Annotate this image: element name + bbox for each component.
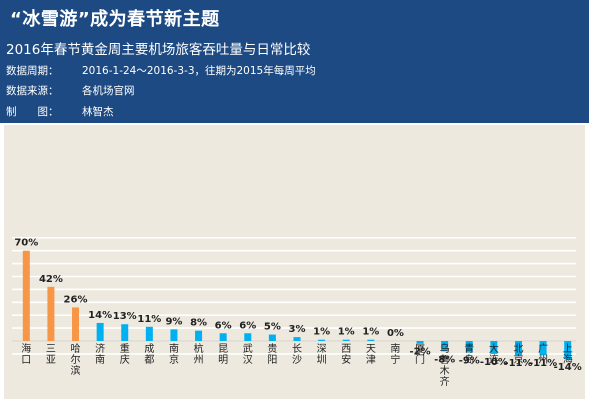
data-label-成都: 11%: [137, 314, 161, 325]
meta-period-value: 2016-1-24～2016-3-3，往期为2015年每周平均: [82, 65, 316, 77]
meta-author: 制 图： 林智杰: [6, 104, 114, 119]
category-label-南宁: 南宁: [390, 342, 400, 366]
meta-source: 数据来源： 各机场官网: [6, 83, 135, 98]
data-label-三亚: 42%: [39, 274, 63, 285]
bar-哈尔滨: [72, 307, 80, 341]
category-label-厦门: 厦门: [415, 343, 425, 366]
bar-南京: [170, 329, 178, 341]
category-label-广州: 广州: [538, 343, 548, 366]
bar-西安: [342, 339, 350, 341]
data-label-上海: -14%: [554, 362, 582, 373]
data-label-哈尔滨: 26%: [64, 294, 88, 305]
bar-济南: [96, 322, 104, 341]
data-label-南京: 9%: [165, 316, 182, 327]
category-label-哈尔滨: 哈尔滨: [71, 342, 81, 377]
bar-三亚: [47, 286, 55, 341]
data-label-海口: 70%: [14, 238, 38, 249]
category-label-昆明: 昆明: [218, 343, 228, 366]
data-label-杭州: 8%: [190, 318, 207, 329]
bar-上海: [564, 341, 572, 360]
bar-深圳: [318, 339, 326, 341]
bar-青岛: [465, 341, 473, 353]
data-label-广州: -11%: [529, 358, 557, 369]
bar-广州: [539, 341, 547, 356]
bar-chart: 70% 海口 42% 三亚 26% 哈尔滨 14% 济南 13% 重庆 11% 成都 9% 南京 8% 杭州 6…: [12, 237, 582, 388]
category-label-重庆: 重庆: [120, 342, 130, 366]
category-label-长沙: 长沙: [292, 343, 302, 366]
data-label-青岛: -9%: [459, 356, 480, 367]
data-label-天津: 1%: [362, 327, 379, 338]
data-label-济南: 14%: [88, 310, 112, 321]
data-label-武汉: 6%: [239, 320, 256, 331]
category-label-西安: 西安: [341, 344, 351, 366]
data-label-乌鲁木齐: -8%: [434, 354, 455, 365]
category-label-青岛: 青岛: [464, 342, 474, 366]
category-label-贵阳: 贵阳: [267, 342, 277, 366]
bar-昆明: [219, 333, 227, 341]
meta-period-label: 数据周期：: [6, 65, 59, 77]
chart-header: “冰雪游”成为春节新主题 2016年春节黄金周主要机场旅客吞吐量与日常比较 数据…: [0, 0, 589, 123]
bar-杭州: [195, 330, 203, 341]
category-label-大连: 大连: [489, 342, 499, 366]
category-label-上海: 上海: [563, 343, 573, 366]
bar-贵阳: [268, 334, 276, 341]
chart-subtitle: 2016年春节黄金周主要机场旅客吞吐量与日常比较: [6, 42, 311, 58]
category-label-海口: 海口: [21, 342, 31, 366]
data-label-西安: 1%: [338, 327, 355, 338]
meta-period: 数据周期： 2016-1-24～2016-3-3，往期为2015年每周平均: [6, 63, 316, 78]
bar-海口: [22, 250, 30, 341]
bar-重庆: [121, 324, 129, 341]
category-label-成都: 成都: [144, 343, 154, 366]
meta-source-value: 各机场官网: [82, 85, 135, 97]
category-label-北京: 北京: [513, 343, 523, 366]
bar-大连: [490, 341, 498, 354]
data-label-贵阳: 5%: [264, 322, 281, 333]
meta-author-value: 林智杰: [82, 106, 114, 118]
bar-天津: [367, 339, 375, 341]
bar-厦门: [416, 341, 424, 344]
chart-title: “冰雪游”成为春节新主题: [10, 9, 220, 30]
data-label-重庆: 13%: [113, 311, 137, 322]
bar-长沙: [293, 337, 301, 341]
plot-area: 70% 海口 42% 三亚 26% 哈尔滨 14% 济南 13% 重庆 11% 成都 9% 南京 8% 杭州 6…: [4, 125, 585, 399]
data-label-北京: -11%: [504, 358, 532, 369]
data-label-厦门: -2%: [409, 347, 430, 358]
bar-乌鲁木齐: [441, 341, 449, 352]
data-label-昆明: 6%: [215, 320, 232, 331]
bar-北京: [514, 341, 522, 356]
category-label-深圳: 深圳: [317, 343, 327, 366]
category-label-天津: 天津: [366, 344, 376, 366]
category-label-乌鲁木齐: 乌鲁木齐: [440, 342, 450, 388]
category-label-武汉: 武汉: [243, 342, 253, 366]
bar-成都: [145, 326, 153, 341]
bar-武汉: [244, 333, 252, 341]
meta-author-label: 制 图：: [6, 106, 59, 118]
category-label-三亚: 三亚: [46, 344, 56, 366]
data-label-大连: -10%: [480, 357, 508, 368]
meta-source-label: 数据来源：: [6, 85, 59, 97]
data-label-深圳: 1%: [313, 327, 330, 338]
category-label-济南: 济南: [95, 342, 105, 366]
data-label-长沙: 3%: [289, 324, 306, 335]
category-label-杭州: 杭州: [194, 342, 204, 366]
category-label-南京: 南京: [169, 342, 179, 366]
data-label-南宁: 0%: [387, 328, 404, 339]
